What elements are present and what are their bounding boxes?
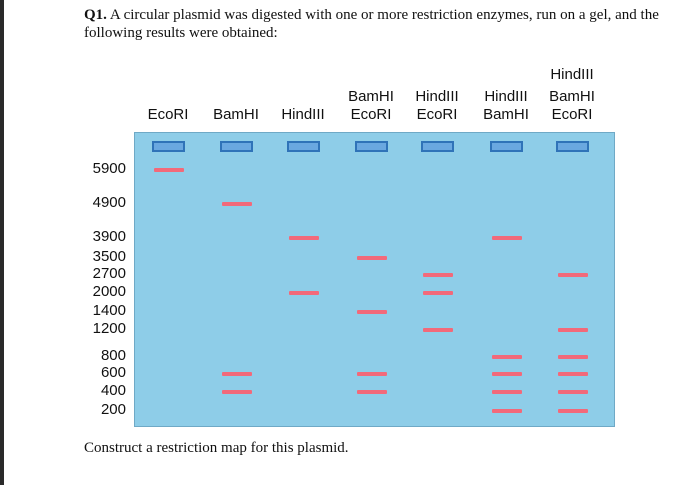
size-marker-800: 800 bbox=[100, 347, 126, 364]
band-lane-2-600 bbox=[222, 372, 252, 376]
band-lane-4-1400 bbox=[357, 310, 387, 314]
lane-label-4-2: BamHI bbox=[348, 88, 394, 105]
band-lane-7-2700 bbox=[558, 273, 588, 277]
band-lane-4-3500 bbox=[357, 256, 387, 260]
band-lane-2-4900 bbox=[222, 202, 252, 206]
band-lane-7-400 bbox=[558, 390, 588, 394]
question-body: A circular plasmid was digested with one… bbox=[84, 7, 659, 41]
size-marker-600: 600 bbox=[100, 364, 126, 381]
well-lane-6 bbox=[490, 141, 523, 152]
size-marker-3900: 3900 bbox=[92, 228, 126, 245]
well-lane-3 bbox=[287, 141, 320, 152]
band-lane-6-600 bbox=[492, 372, 522, 376]
band-lane-3-2000 bbox=[289, 291, 319, 295]
lane-label-5-2: HindIII bbox=[415, 88, 459, 105]
band-lane-3-3900 bbox=[289, 236, 319, 240]
well-lane-1 bbox=[152, 141, 185, 152]
size-marker-5900: 5900 bbox=[92, 160, 126, 177]
well-lane-5 bbox=[421, 141, 454, 152]
size-marker-200: 200 bbox=[100, 401, 126, 418]
lane-label-5-3: EcoRI bbox=[416, 106, 458, 123]
lane-label-6-2: HindIII bbox=[484, 88, 528, 105]
band-lane-7-1200 bbox=[558, 328, 588, 332]
footer-instruction: Construct a restriction map for this pla… bbox=[84, 440, 349, 456]
well-lane-7 bbox=[556, 141, 589, 152]
band-lane-7-200 bbox=[558, 409, 588, 413]
band-lane-6-3900 bbox=[492, 236, 522, 240]
band-lane-1-5900 bbox=[154, 168, 184, 172]
band-lane-5-1200 bbox=[423, 328, 453, 332]
band-lane-7-800 bbox=[558, 355, 588, 359]
size-marker-3500: 3500 bbox=[92, 248, 126, 265]
band-lane-7-600 bbox=[558, 372, 588, 376]
lane-label-6-3: BamHI bbox=[483, 106, 529, 123]
well-lane-4 bbox=[355, 141, 388, 152]
size-marker-1400: 1400 bbox=[92, 302, 126, 319]
band-lane-5-2000 bbox=[423, 291, 453, 295]
lane-label-2-3: BamHI bbox=[213, 106, 259, 123]
lane-label-7-3: EcoRI bbox=[551, 106, 593, 123]
lane-label-4-3: EcoRI bbox=[350, 106, 392, 123]
question-number: Q1. bbox=[84, 7, 107, 23]
lane-label-3-3: HindIII bbox=[281, 106, 325, 123]
question-text: Q1. A circular plasmid was digested with… bbox=[84, 6, 674, 42]
size-marker-1200: 1200 bbox=[92, 320, 126, 337]
lane-label-7-1: HindIII bbox=[550, 66, 594, 83]
band-lane-6-800 bbox=[492, 355, 522, 359]
size-marker-2700: 2700 bbox=[92, 265, 126, 282]
lane-label-7-2: BamHI bbox=[549, 88, 595, 105]
size-marker-2000: 2000 bbox=[92, 283, 126, 300]
page-left-rule bbox=[0, 0, 4, 485]
band-lane-4-600 bbox=[357, 372, 387, 376]
band-lane-6-400 bbox=[492, 390, 522, 394]
band-lane-4-400 bbox=[357, 390, 387, 394]
band-lane-5-2700 bbox=[423, 273, 453, 277]
band-lane-6-200 bbox=[492, 409, 522, 413]
gel bbox=[134, 132, 615, 427]
lane-label-1-3: EcoRI bbox=[147, 106, 189, 123]
well-lane-2 bbox=[220, 141, 253, 152]
size-marker-4900: 4900 bbox=[92, 194, 126, 211]
band-lane-2-400 bbox=[222, 390, 252, 394]
size-marker-400: 400 bbox=[100, 382, 126, 399]
